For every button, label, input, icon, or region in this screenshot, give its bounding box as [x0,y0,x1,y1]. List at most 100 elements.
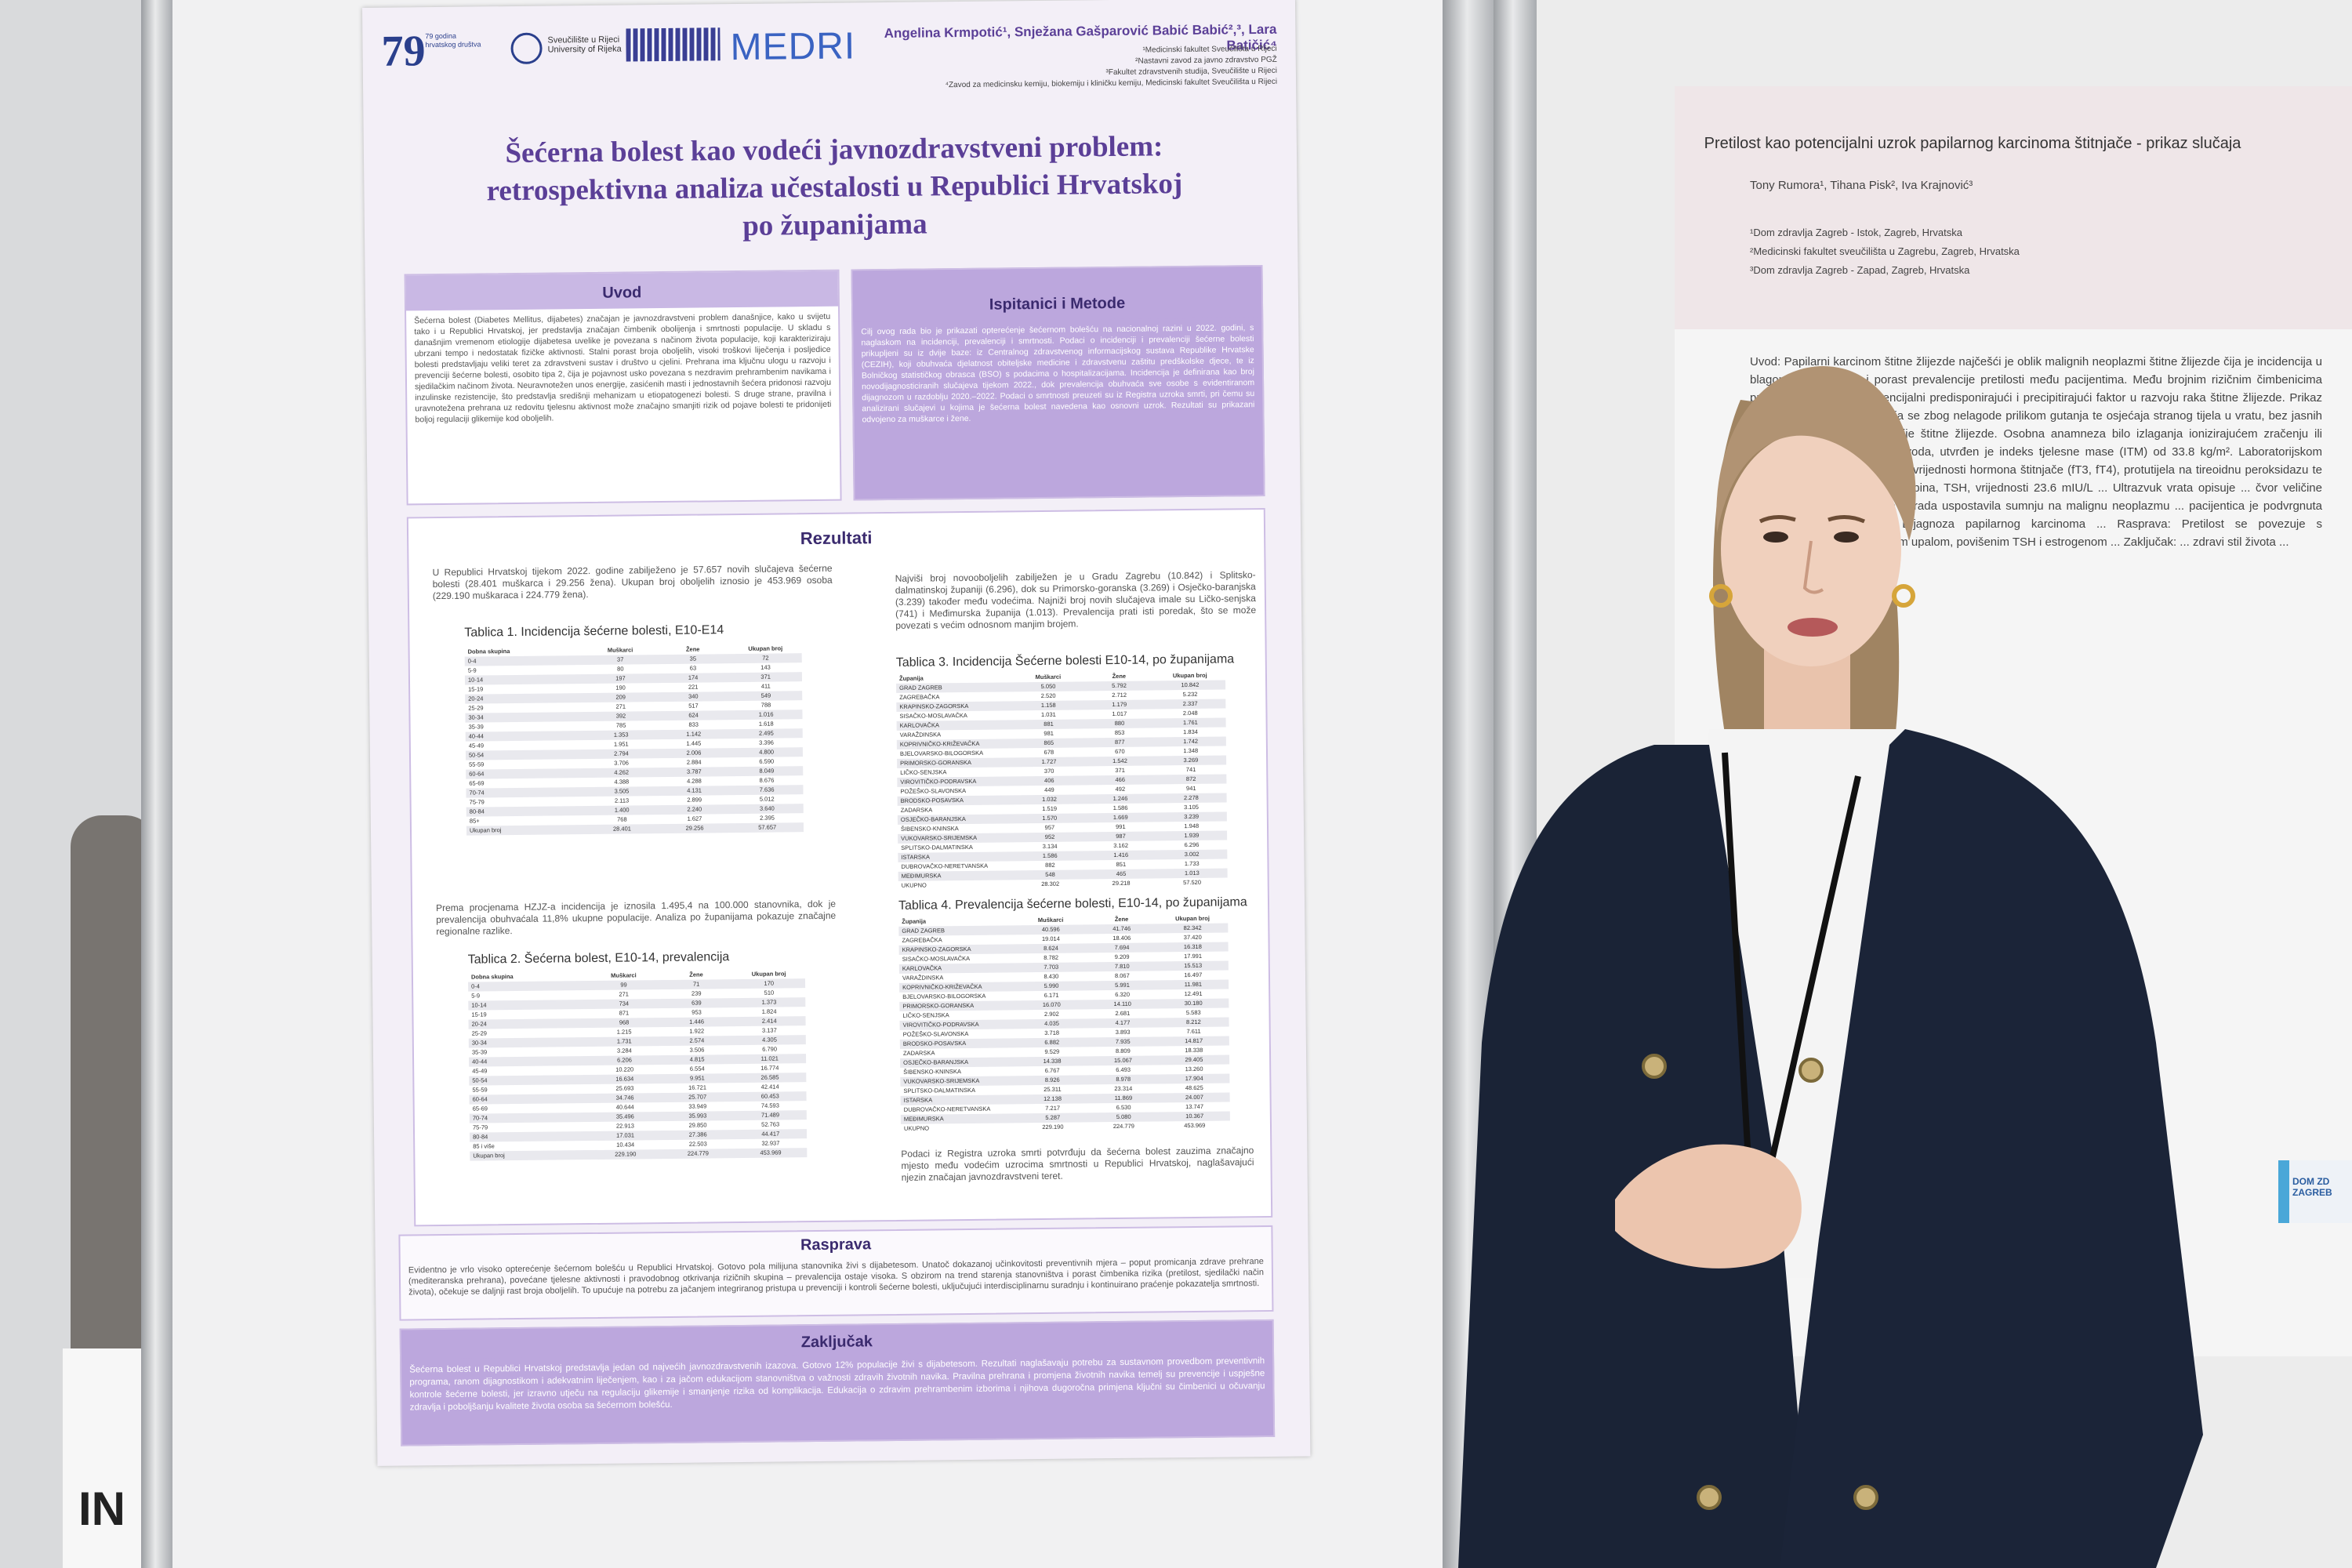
section-text: Evidentno je vrlo visoko opterećenje šeć… [408,1257,1265,1298]
table-cell: 1.519 [1042,804,1058,812]
presenter-eye-left [1763,532,1788,543]
table-cell: 785 [615,721,626,729]
presenter-brow-left [1759,515,1796,524]
table-cell: 788 [760,701,771,709]
section-heading: Ispitanici i Metode [852,267,1262,322]
table-cell: 28.401 [612,825,631,833]
table-header-cell: Muškarci [607,646,633,654]
table-cell: 2.574 [689,1036,705,1044]
table-cell: 6.493 [1116,1065,1131,1074]
table-cell: 968 [619,1018,630,1026]
anniversary-text: 79 godina hrvatskog društva [425,31,481,49]
table-cell: 82.342 [1183,924,1202,932]
table-cell: 1.627 [687,815,702,822]
table-cell: 8.978 [1116,1075,1131,1083]
poster-logos: 79 79 godina hrvatskog društva Sveučiliš… [381,21,855,81]
table-cell: 4.388 [614,778,630,786]
table-cell: 22.913 [615,1122,634,1130]
table-cell: 224.779 [1112,1122,1134,1131]
table-cell: 8.926 [1044,1076,1060,1083]
earring-left-icon [1709,584,1733,608]
table-cell: 5.050 [1040,682,1056,690]
table-cell: 941 [1185,784,1196,793]
rollup-banner-letters: IN [78,1483,125,1535]
section-text: Šećerna bolest (Diabetes Mellitus, dijab… [414,311,832,425]
second-poster-title: Pretilost kao potencijalni uzrok papilar… [1704,135,2241,152]
table-cell: 3.162 [1113,841,1129,850]
table-cell: 2.240 [687,805,702,813]
table-cell: 5.792 [1112,681,1127,690]
table-cell: 3.505 [614,787,630,795]
table-cell: 1.834 [1183,728,1198,736]
table-cell: 6.882 [1044,1038,1060,1046]
table-cell: 871 [619,1009,630,1017]
table-cell: 32.937 [761,1139,780,1147]
table-cell: 2.395 [760,814,775,822]
table-cell: 5.232 [1182,690,1198,699]
table-cell: 60.453 [760,1092,779,1100]
table-cell: 3.706 [614,759,630,767]
blazer-button-icon [1697,1485,1722,1510]
second-poster-authors: Tony Rumora¹, Tihana Pisk², Iva Krajnovi… [1750,179,1973,192]
table-cell: 1.542 [1112,757,1127,765]
table-cell: 371 [760,673,771,681]
table-cell: 10.434 [616,1141,635,1149]
table-cell: 548 [1045,870,1055,878]
board-pole-left [141,0,172,1568]
table-cell: 6.530 [1116,1103,1131,1112]
table-cell: 1.031 [1040,710,1056,718]
table-cell: 833 [688,720,699,728]
table-cell: 239 [691,989,702,997]
table-cell: 10.367 [1185,1112,1204,1120]
table-cell: 678 [1044,748,1054,756]
table-cell: 33.949 [688,1102,707,1110]
blazer-button-icon [1853,1485,1878,1510]
table-cell: 881 [1044,720,1054,728]
table-cell: 3.134 [1042,842,1058,850]
table-cell: 25.707 [688,1093,707,1101]
section-uvod: Uvod Šećerna bolest (Diabetes Mellitus, … [404,269,842,506]
table-cell: 1.032 [1042,795,1057,803]
table-cell: 8.624 [1044,944,1058,952]
table-cell: 71.489 [760,1111,780,1119]
table-cell: 57.520 [1183,878,1202,887]
table-cell: 40.644 [615,1103,634,1111]
table-cell: 190 [615,684,626,691]
table-cell: 271 [615,702,626,710]
table-cell: 17.991 [1183,952,1203,960]
table-cell: 4.035 [1044,1019,1059,1027]
table-cell: 16.634 [615,1075,634,1083]
table-cell: 221 [688,683,699,691]
table-3: Županija Muškarci Žene Ukupan broj GRAD ZAGR… [895,670,1228,891]
table-cell: 41.746 [1112,924,1131,933]
table-2-caption: Tablica 2. Šećerna bolest, E10-14, preva… [467,950,730,967]
table-cell: 19.014 [1041,935,1060,942]
table-cell: 29.256 [685,824,704,832]
table-cell: 15.067 [1113,1056,1132,1065]
table-cell: 7.611 [1186,1027,1201,1036]
table-cell: 48.625 [1185,1083,1203,1092]
table-cell: 18.338 [1185,1046,1203,1054]
table-header-cell: Muškarci [1037,916,1064,924]
section-metode: Ispitanici i Metode Cilj ovog rada bio j… [851,264,1265,501]
table-cell: 25.311 [1044,1085,1062,1093]
table-cell: 2.337 [1182,699,1198,708]
table-cell: 2.712 [1112,691,1127,699]
table-cell: 16.774 [760,1064,779,1072]
table-cell: 29.405 [1185,1055,1203,1064]
table-cell: 4.305 [762,1036,777,1044]
table-cell: 465 [1116,869,1127,877]
table-cell: 853 [1114,728,1125,736]
table-cell: 1.727 [1041,757,1057,765]
second-poster-affiliations: ¹Dom zdravlja Zagreb - Istok, Zagreb, Hr… [1750,223,2020,280]
table-cell: 768 [617,815,627,823]
table-1: Dobna skupina Muškarci Žene Ukupan broj 0-4 3… [464,644,804,836]
table-cell: 80 [617,665,624,673]
table-cell: 1.400 [614,806,630,814]
table-cell: 7.636 [759,786,775,793]
presenter-blazer-left [1458,745,1811,1568]
table-cell: 9.951 [689,1074,705,1082]
table-cell: 952 [1044,833,1055,840]
table-cell: 1.348 [1183,746,1199,755]
table-cell: 74.593 [760,1102,779,1109]
